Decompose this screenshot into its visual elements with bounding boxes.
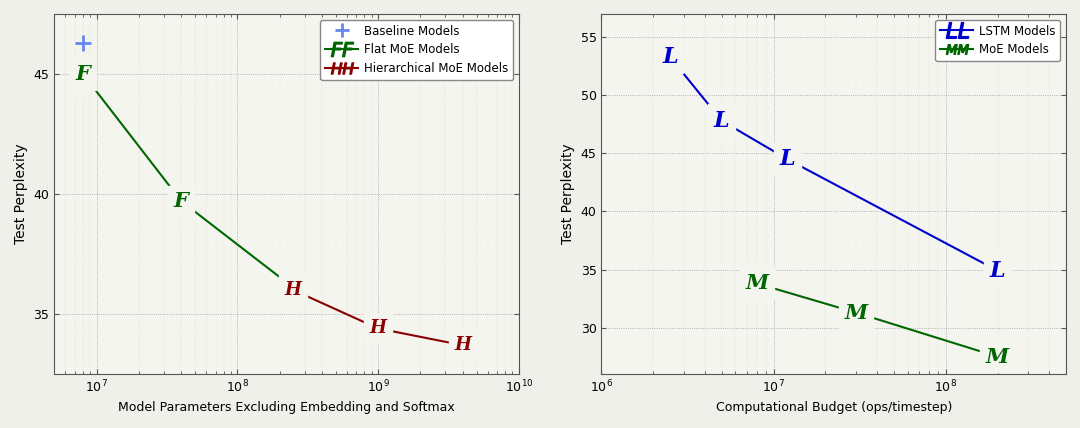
Text: F: F: [76, 64, 91, 84]
X-axis label: Computational Budget (ops/timestep): Computational Budget (ops/timestep): [716, 401, 951, 414]
Text: H: H: [369, 319, 387, 337]
Y-axis label: Test Perplexity: Test Perplexity: [561, 144, 575, 244]
Text: H: H: [455, 336, 471, 354]
Legend: LSTM Models, MoE Models: LSTM Models, MoE Models: [935, 20, 1061, 61]
Y-axis label: Test Perplexity: Test Perplexity: [14, 144, 28, 244]
Text: M: M: [745, 273, 769, 294]
Text: L: L: [662, 46, 678, 68]
X-axis label: Model Parameters Excluding Embedding and Softmax: Model Parameters Excluding Embedding and…: [118, 401, 455, 414]
Text: M: M: [845, 303, 867, 323]
Text: L: L: [780, 148, 795, 170]
Text: M: M: [986, 347, 1009, 367]
Text: L: L: [714, 110, 730, 132]
Text: F: F: [174, 191, 189, 211]
Text: F: F: [286, 278, 301, 297]
Text: H: H: [285, 281, 302, 299]
Text: L: L: [989, 260, 1005, 282]
Legend: Baseline Models, Flat MoE Models, Hierarchical MoE Models: Baseline Models, Flat MoE Models, Hierar…: [321, 20, 513, 80]
